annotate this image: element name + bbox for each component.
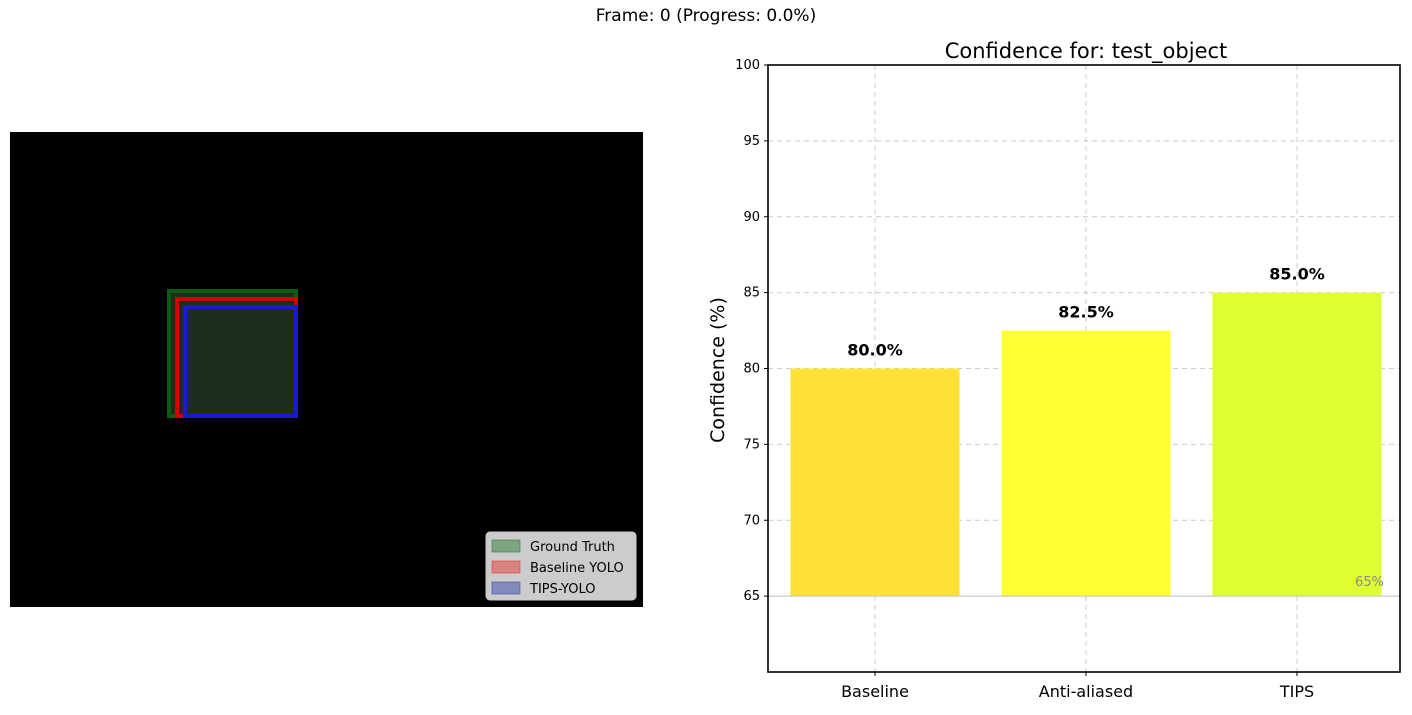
frame-background — [10, 132, 643, 607]
tips-yolo-box — [183, 305, 298, 418]
frame-legend: Ground Truth Baseline YOLO TIPS-YOLO — [485, 531, 637, 601]
bar-tips — [1212, 292, 1382, 597]
y-tick-label: 90 — [743, 210, 760, 225]
frame-view: Ground Truth Baseline YOLO TIPS-YOLO — [10, 132, 643, 607]
legend-swatch — [491, 539, 521, 553]
confidence-chart: Confidence for: test_object 80.0% 82.5% 85… — [700, 36, 1412, 711]
legend-swatch — [491, 581, 521, 595]
y-tick-label: 100 — [735, 58, 760, 73]
y-tick-label: 80 — [743, 362, 760, 377]
bar-baseline — [790, 368, 960, 597]
y-tick-label: 75 — [743, 437, 760, 452]
bar-value-label: 85.0% — [1269, 265, 1325, 284]
bar-anti-aliased — [1001, 330, 1171, 597]
reference-line-label: 65% — [1355, 575, 1384, 590]
axes: 65 70 75 80 85 90 95 100 Baseline Anti-aliased TIP… — [735, 58, 1401, 701]
bar-value-label: 82.5% — [1058, 303, 1114, 322]
y-tick-label: 85 — [743, 286, 760, 301]
legend-label: Baseline YOLO — [530, 561, 624, 576]
plot-frame — [767, 64, 1401, 673]
legend-swatch — [491, 560, 521, 574]
y-tick-label: 70 — [743, 513, 760, 528]
legend-label: TIPS-YOLO — [529, 582, 596, 597]
x-tick-label: TIPS — [1279, 682, 1314, 701]
y-tick-label: 95 — [743, 134, 760, 149]
ground-truth-box — [167, 289, 298, 418]
y-axis-label: Confidence (%) — [707, 297, 729, 443]
legend-frame — [485, 531, 637, 601]
frame-canvas: Ground Truth Baseline YOLO TIPS-YOLO — [10, 132, 643, 607]
chart-canvas: Confidence for: test_object 80.0% 82.5% 85… — [707, 39, 1401, 701]
bars: 80.0% 82.5% 85.0% 65% — [768, 265, 1400, 597]
y-tick-label: 65 — [743, 589, 760, 604]
bar-value-label: 80.0% — [847, 341, 903, 360]
legend-label: Ground Truth — [530, 540, 615, 555]
chart-title: Confidence for: test_object — [945, 39, 1228, 64]
figure-suptitle: Frame: 0 (Progress: 0.0%) — [595, 6, 817, 26]
x-tick-label: Anti-aliased — [1039, 682, 1133, 701]
x-tick-label: Baseline — [841, 682, 909, 701]
